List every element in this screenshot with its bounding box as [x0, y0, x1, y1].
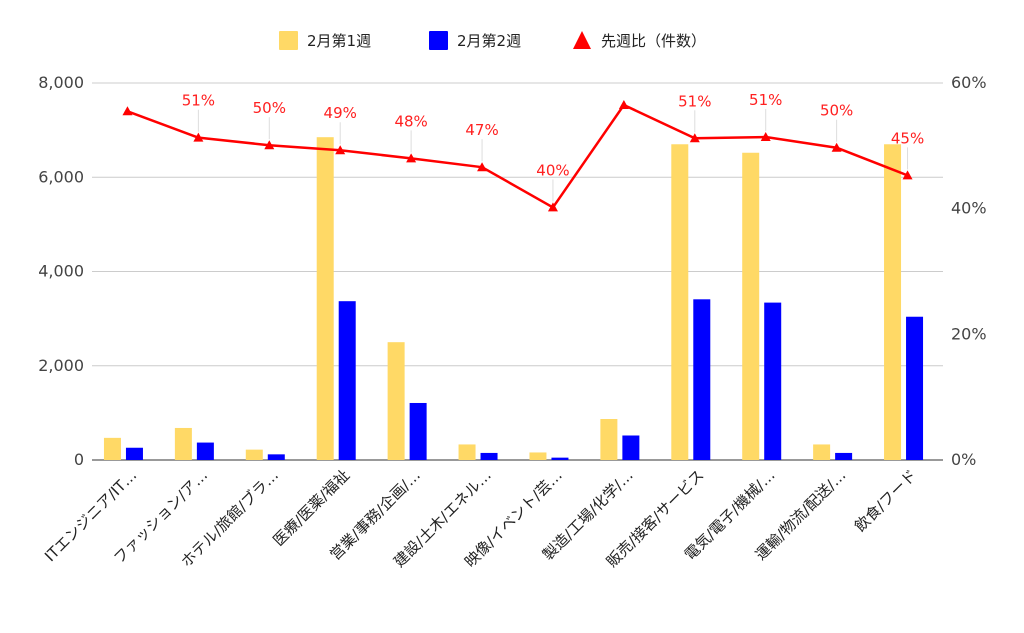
line-series [127, 103, 908, 209]
legend-swatch [279, 31, 298, 50]
y-left-tick-label: 2,000 [38, 356, 84, 375]
data-label: 47% [465, 121, 498, 139]
line-point [264, 140, 275, 150]
bar [316, 137, 334, 460]
y-left-tick-label: 8,000 [38, 73, 84, 92]
y-right-tick-label: 60% [951, 73, 987, 92]
data-label: 45% [891, 129, 924, 147]
bar [458, 444, 476, 460]
data-label: 51% [749, 91, 782, 109]
data-label: 49% [324, 104, 357, 122]
y-left-tick-label: 4,000 [38, 262, 84, 281]
bar [267, 454, 285, 460]
line-point [406, 153, 417, 163]
y-right-tick-label: 20% [951, 324, 987, 343]
bar [338, 301, 356, 460]
line-point [547, 202, 558, 212]
line-point [193, 132, 204, 142]
bar [409, 402, 427, 460]
bar [480, 452, 498, 460]
data-label: 50% [253, 99, 286, 117]
line-point [122, 106, 133, 116]
bar [693, 299, 711, 460]
y-right-tick-label: 40% [951, 199, 987, 218]
legend-swatch [429, 31, 448, 50]
y-right-tick-label: 0% [951, 450, 976, 469]
legend-label: 2月第1週 [307, 32, 371, 50]
data-label: 40% [536, 161, 569, 179]
bar [387, 342, 405, 460]
bar [671, 144, 689, 460]
bar [742, 152, 760, 460]
line-point [831, 142, 842, 152]
bar [600, 419, 618, 460]
bar [622, 435, 640, 460]
legend-label: 2月第2週 [457, 32, 521, 50]
bar [884, 144, 902, 460]
bar [125, 447, 143, 460]
line-point [477, 162, 488, 172]
line-point [618, 99, 629, 109]
bar [245, 449, 263, 460]
bar [103, 437, 121, 460]
line-point [335, 145, 346, 155]
line-point [760, 132, 771, 142]
bar [813, 444, 831, 460]
y-left-tick-label: 0 [74, 450, 84, 469]
x-tick-label: 飲食/フード [851, 466, 920, 535]
legend-label: 先週比（件数） [601, 32, 706, 50]
bar [835, 452, 853, 460]
data-label: 51% [182, 92, 215, 110]
data-label: 50% [820, 102, 853, 120]
bar [196, 442, 214, 460]
line-point [689, 133, 700, 143]
y-left-tick-label: 6,000 [38, 167, 84, 186]
data-label: 48% [394, 112, 427, 130]
bar [906, 316, 924, 460]
data-label: 51% [678, 92, 711, 110]
legend-marker [573, 31, 591, 49]
bar [529, 452, 547, 460]
bar [551, 457, 569, 460]
line-point [902, 170, 913, 180]
bar [174, 427, 192, 460]
bar [764, 302, 782, 460]
